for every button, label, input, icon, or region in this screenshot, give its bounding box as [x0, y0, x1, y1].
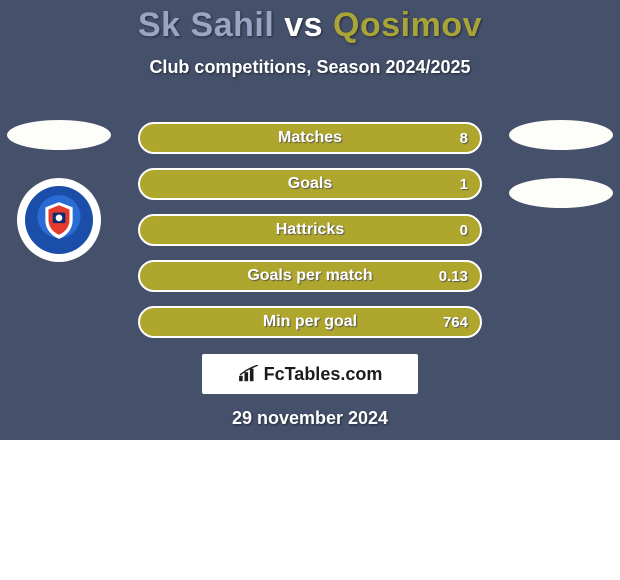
brand-badge[interactable]: FcTables.com	[202, 354, 418, 394]
left-player-column	[4, 120, 114, 262]
club-silhouette-right	[509, 178, 613, 208]
stat-label: Goals per match	[140, 267, 480, 285]
stat-row-min-per-goal: Min per goal 764	[138, 306, 482, 338]
stat-value-right: 0.13	[439, 268, 468, 285]
stat-label: Matches	[140, 129, 480, 147]
page-title: Sk Sahil vs Qosimov	[0, 0, 620, 45]
title-player-left: Sk Sahil	[138, 6, 274, 44]
stat-label: Min per goal	[140, 313, 480, 331]
stat-row-goals: Goals 1	[138, 168, 482, 200]
player-silhouette-left	[7, 120, 111, 150]
bar-chart-icon	[238, 365, 260, 383]
club-badge-inner	[25, 186, 93, 254]
title-vs: vs	[284, 6, 323, 44]
club-badge-left	[17, 178, 101, 262]
player-silhouette-right	[509, 120, 613, 150]
shield-icon	[38, 199, 80, 241]
stat-value-right: 0	[460, 222, 468, 239]
stat-label: Hattricks	[140, 221, 480, 239]
title-player-right: Qosimov	[333, 6, 482, 44]
stat-value-right: 1	[460, 176, 468, 193]
stat-value-right: 764	[443, 314, 468, 331]
subtitle: Club competitions, Season 2024/2025	[0, 57, 620, 78]
stat-row-goals-per-match: Goals per match 0.13	[138, 260, 482, 292]
stat-label: Goals	[140, 175, 480, 193]
stat-row-matches: Matches 8	[138, 122, 482, 154]
date-text: 29 november 2024	[0, 408, 620, 429]
stat-row-hattricks: Hattricks 0	[138, 214, 482, 246]
right-player-column	[506, 120, 616, 208]
stat-value-right: 8	[460, 130, 468, 147]
brand-text: FcTables.com	[264, 364, 383, 385]
comparison-panel: Sk Sahil vs Qosimov Club competitions, S…	[0, 0, 620, 440]
stats-list: Matches 8 Goals 1 Hattricks 0 Goals per …	[138, 122, 482, 338]
